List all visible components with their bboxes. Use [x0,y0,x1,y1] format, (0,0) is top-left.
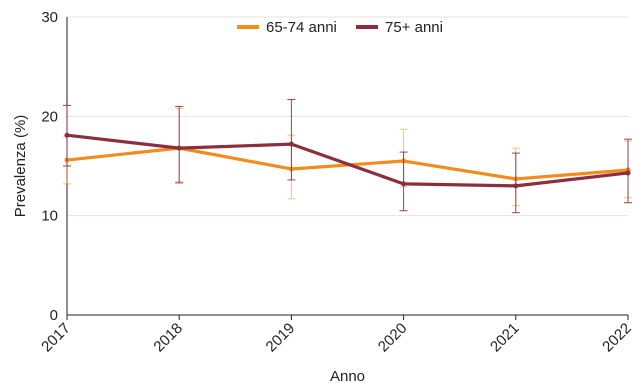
error-bar [511,152,520,214]
x-tick-label-2019: 2019 [263,320,299,356]
x-tick-label-2022: 2022 [599,320,635,356]
legend-item-1: 65-74 anni [237,19,337,36]
data-point [64,132,70,138]
x-tick-label-2020: 2020 [375,320,411,356]
y-axis-title: Prevalenza (%) [12,115,29,218]
data-point [176,145,182,151]
data-point [401,181,407,187]
legend-item-2: 75+ anni [356,19,443,36]
gridlines [67,16,628,217]
legend: 65-74 anni 75+ anni [237,19,443,36]
x-tick-label-2017: 2017 [38,320,74,356]
y-tick-label-0: 0 [50,307,58,324]
series-1 [63,107,632,207]
error-bar [175,105,184,184]
series-line [65,133,630,188]
series-2 [63,98,632,214]
legend-label: 75+ anni [385,19,443,36]
error-bar [287,98,296,181]
y-tick-label-20: 20 [41,108,58,125]
data-point [288,141,294,147]
y-tick-label-10: 10 [41,208,58,225]
data-point [625,170,631,176]
x-tick-label-2018: 2018 [150,320,186,356]
x-axis-title: Anno [330,368,365,383]
legend-label: 65-74 anni [266,19,337,36]
data-point [513,183,519,189]
x-tick-label-2021: 2021 [487,320,523,356]
y-tick-label-30: 30 [41,9,58,26]
series [63,98,632,214]
